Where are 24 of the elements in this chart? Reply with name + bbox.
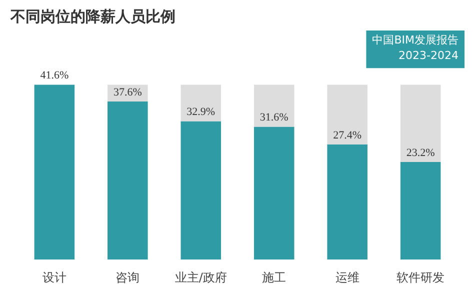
text: 中国BIM发展报告 2023-2024 xyxy=(372,34,459,62)
bar xyxy=(400,84,441,162)
bar xyxy=(327,84,368,144)
data-label: 23.2% xyxy=(406,147,435,160)
x-tick-label: 软件研发 xyxy=(396,270,445,284)
x-tick-label: 运维 xyxy=(335,270,360,284)
data-label: 41.6% xyxy=(40,70,69,82)
x-tick-label: 设计 xyxy=(42,270,66,284)
data-label: 31.6% xyxy=(260,112,288,124)
bar xyxy=(400,162,441,260)
bar xyxy=(327,144,368,260)
bar xyxy=(34,84,75,260)
bar xyxy=(254,126,294,260)
x-tick-label: 咨询 xyxy=(116,270,140,284)
x-tick-label: 施工 xyxy=(262,270,286,284)
chart-title: 不同岗位的降薪人员比例 xyxy=(10,8,176,26)
bar xyxy=(180,84,222,122)
bar xyxy=(180,121,222,260)
bar xyxy=(108,102,148,260)
data-label: 27.4% xyxy=(333,129,362,142)
data-label: 37.6% xyxy=(113,86,142,98)
bar xyxy=(254,84,294,127)
x-tick-label: 业主/政府 xyxy=(174,270,227,284)
data-label: 32.9% xyxy=(186,106,216,118)
